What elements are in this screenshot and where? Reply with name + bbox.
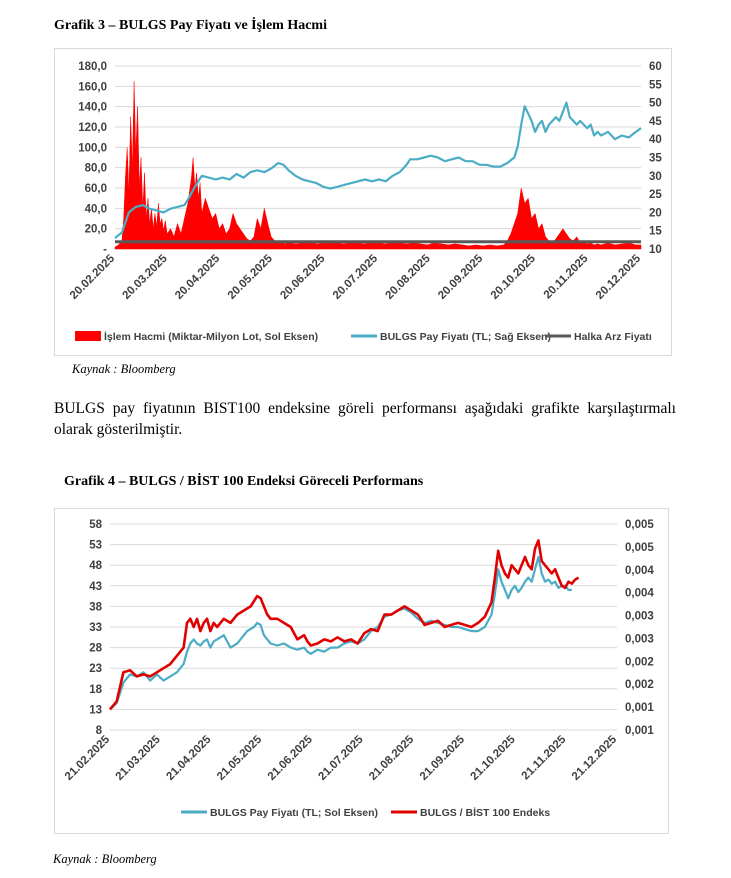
- grafik3-frame: 180,0 160,0 140,0 120,0 100,0 80,0 60,0 40,0 20,…: [54, 48, 672, 356]
- y-left-tick-label: 120,0: [78, 122, 107, 134]
- x-tick-label: 21.07.2025: [316, 733, 366, 783]
- x-tick-label: 20.10.2025: [489, 252, 539, 302]
- y-left-tick-label: 180,0: [78, 61, 107, 73]
- grafik3-title: Grafik 3 – BULGS Pay Fiyatı ve İşlem Hac…: [54, 18, 327, 33]
- x-tick-label: 21.09.2025: [418, 733, 468, 783]
- x-tick-label: 21.12.2025: [570, 733, 620, 783]
- x-tick-label: 21.08.2025: [367, 733, 417, 783]
- x-tick-label: 21.04.2025: [164, 733, 214, 783]
- y-left-tick-label: 160,0: [78, 81, 107, 93]
- y-right-tick-label: 0,003: [625, 611, 654, 623]
- x-tick-label: 20.11.2025: [542, 252, 591, 301]
- y-right-tick-label: 35: [649, 153, 662, 165]
- legend-swatch: [75, 331, 101, 341]
- x-tick-label: 21.11.2025: [520, 733, 569, 782]
- y-right-tick-label: 0,004: [625, 565, 654, 577]
- y-left-tick-label: 43: [89, 581, 102, 593]
- y-right-tick-label: 0,005: [625, 542, 654, 554]
- y-left-tick-label: -: [103, 244, 107, 256]
- grafik4-chart: 58 53 48 43 38 33 28 23 18 13 8 0,005 0,005 0,004 0,00…: [63, 519, 654, 819]
- y-right-tick-label: 50: [649, 98, 662, 110]
- grafik4-title: Grafik 4 – BULGS / BİST 100 Endeksi Göre…: [64, 474, 424, 489]
- y-right-tick-label: 0,002: [625, 679, 654, 691]
- body-paragraph: BULGS pay fiyatının BIST100 endeksine gö…: [54, 400, 676, 438]
- legend-label: Halka Arz Fiyatı: [574, 331, 652, 343]
- x-tick-label: 21.10.2025: [469, 733, 519, 783]
- y-left-tick-label: 48: [89, 560, 102, 572]
- y-right-tick-label: 20: [649, 207, 662, 219]
- y-left-tick-label: 58: [89, 519, 102, 531]
- y-left-tick-label: 33: [89, 622, 102, 634]
- grafik4-frame: 58 53 48 43 38 33 28 23 18 13 8 0,005 0,005 0,004 0,00…: [54, 508, 669, 834]
- source-note-1: Kaynak : Bloomberg: [72, 362, 176, 376]
- y-left-tick-label: 40,0: [85, 203, 107, 215]
- grafik3-chart: 180,0 160,0 140,0 120,0 100,0 80,0 60,0 40,0 20,…: [68, 61, 662, 343]
- legend-label: İşlem Hacmi (Miktar-Milyon Lot, Sol Ekse…: [104, 330, 318, 343]
- y-right-tick-label: 30: [649, 171, 662, 183]
- y-left-tick-label: 28: [89, 643, 102, 655]
- y-right-tick-label: 45: [649, 116, 662, 128]
- y-left-tick-label: 8: [96, 725, 103, 737]
- y-left-tick-label: 13: [89, 704, 102, 716]
- y-right-tick-label: 40: [649, 134, 662, 146]
- y-right-tick-label: 0,003: [625, 633, 654, 645]
- y-left-tick-label: 80,0: [85, 163, 107, 175]
- legend-label: BULGS / BİST 100 Endeks: [420, 806, 550, 819]
- x-tick-label: 20.05.2025: [226, 252, 276, 302]
- source-note-2: Kaynak : Bloomberg: [53, 852, 157, 866]
- y-right-tick-label: 0,005: [625, 519, 654, 531]
- y-right-tick-label: 0,004: [625, 588, 654, 600]
- x-tick-label: 20.09.2025: [436, 252, 486, 302]
- x-tick-label: 21.05.2025: [215, 733, 265, 783]
- y-left-tick-label: 140,0: [78, 102, 107, 114]
- legend-label: BULGS Pay Fiyatı (TL; Sağ Eksen): [380, 331, 551, 343]
- y-right-tick-label: 15: [649, 226, 662, 238]
- series-line-price: [114, 101, 642, 239]
- y-left-tick-label: 20,0: [85, 224, 107, 236]
- y-right-tick-label: 60: [649, 61, 662, 73]
- x-tick-label: 20.03.2025: [121, 252, 171, 302]
- y-left-tick-label: 53: [89, 540, 102, 552]
- y-right-tick-label: 25: [649, 189, 662, 201]
- x-tick-label: 20.08.2025: [384, 252, 434, 302]
- series-line-bulgs: [109, 555, 572, 711]
- x-tick-label: 20.02.2025: [68, 252, 118, 302]
- y-left-tick-label: 18: [89, 684, 102, 696]
- x-tick-label: 20.04.2025: [173, 252, 223, 302]
- x-tick-label: 20.07.2025: [331, 252, 381, 302]
- legend-label: BULGS Pay Fiyatı (TL; Sol Eksen): [210, 807, 378, 819]
- y-right-tick-label: 0,001: [625, 702, 654, 714]
- y-left-tick-label: 60,0: [85, 183, 107, 195]
- y-right-tick-label: 0,002: [625, 656, 654, 668]
- y-right-tick-label: 55: [649, 79, 662, 91]
- series-line-relative: [108, 539, 580, 711]
- y-right-tick-label: 10: [649, 244, 662, 256]
- y-left-tick-label: 38: [89, 601, 102, 613]
- x-tick-label: 20.12.2025: [594, 252, 644, 302]
- x-tick-label: 21.06.2025: [266, 733, 316, 783]
- y-right-tick-label: 0,001: [625, 725, 654, 737]
- x-tick-label: 20.06.2025: [278, 252, 328, 302]
- y-left-tick-label: 100,0: [78, 142, 107, 154]
- x-tick-label: 21.02.2025: [63, 733, 113, 783]
- y-left-tick-label: 23: [89, 663, 102, 675]
- x-tick-label: 21.03.2025: [114, 733, 164, 783]
